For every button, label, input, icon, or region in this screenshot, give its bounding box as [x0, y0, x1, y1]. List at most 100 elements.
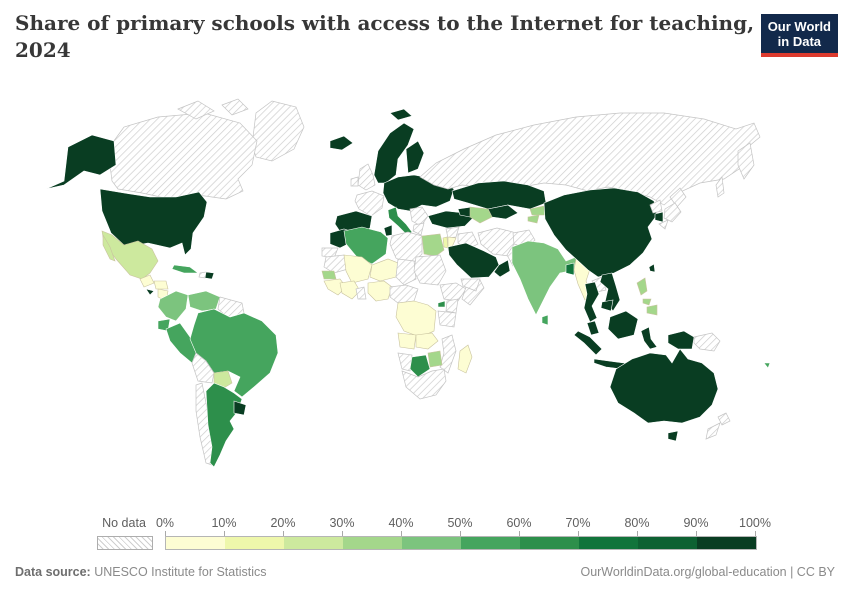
legend-color-segment[interactable] [225, 537, 284, 549]
country-nigeria[interactable] [367, 280, 393, 302]
country-brazil[interactable] [189, 308, 279, 398]
country-sulawesi[interactable] [640, 326, 658, 350]
country-cambodia[interactable] [600, 299, 614, 312]
country-taiwan[interactable] [648, 263, 656, 273]
legend-color-bar[interactable] [165, 536, 757, 550]
country-norway-sweden[interactable] [373, 122, 415, 184]
country-australia[interactable] [609, 348, 719, 424]
country-dr-congo[interactable] [395, 300, 437, 338]
legend-color-segment[interactable] [284, 537, 343, 549]
country-egypt[interactable] [421, 233, 445, 257]
country-mexico-baja[interactable] [102, 233, 116, 262]
country-chad[interactable] [395, 258, 417, 286]
country-france[interactable] [354, 190, 385, 217]
country-russia-sakhalin[interactable] [715, 176, 725, 198]
legend-no-data-swatch[interactable] [97, 536, 153, 550]
country-philippines-visayas[interactable] [642, 298, 652, 306]
country-mozambique[interactable] [439, 334, 457, 374]
country-borneo[interactable] [607, 310, 639, 340]
country-colombia[interactable] [157, 290, 189, 322]
country-svalbard[interactable] [389, 108, 413, 121]
country-ireland[interactable] [350, 176, 359, 187]
country-sumatra[interactable] [573, 330, 603, 356]
footer-link-text[interactable]: OurWorldinData.org/global-education | CC… [580, 565, 835, 579]
country-greece[interactable] [412, 222, 425, 236]
legend-color-segment[interactable] [638, 537, 697, 549]
country-uganda[interactable] [437, 300, 446, 308]
legend-color-segment[interactable] [402, 537, 461, 549]
country-canada-arctic-island[interactable] [177, 100, 215, 120]
legend-color-segment[interactable] [166, 537, 225, 549]
country-tasmania[interactable] [667, 430, 679, 442]
country-tanzania[interactable] [437, 310, 457, 328]
country-ghana[interactable] [355, 286, 367, 300]
region-balkans[interactable] [409, 206, 429, 227]
country-kenya[interactable] [445, 298, 459, 314]
country-finland[interactable] [405, 140, 425, 174]
country-malaysia[interactable] [586, 320, 600, 336]
country-fiji[interactable] [763, 362, 771, 369]
country-dominican-republic[interactable] [204, 271, 215, 280]
country-ethiopia[interactable] [439, 282, 467, 302]
country-madagascar[interactable] [457, 344, 473, 374]
owid-logo[interactable]: Our World in Data [760, 14, 838, 57]
country-south-africa[interactable] [401, 368, 447, 400]
country-yemen[interactable] [460, 278, 481, 292]
country-angola[interactable] [397, 332, 417, 350]
country-philippines-luzon[interactable] [636, 277, 648, 296]
country-mauritania[interactable] [323, 254, 349, 274]
country-new-zealand-south[interactable] [705, 422, 721, 440]
country-kazakhstan[interactable] [451, 180, 547, 210]
legend-color-segment[interactable] [697, 537, 756, 549]
country-canada-arctic-island[interactable] [221, 98, 249, 116]
country-alaska[interactable] [45, 134, 117, 190]
country-tajikistan[interactable] [527, 214, 540, 224]
legend-color-segment[interactable] [579, 537, 638, 549]
country-south-korea[interactable] [654, 211, 664, 223]
country-israel[interactable] [442, 236, 449, 249]
country-japan-kyushu[interactable] [658, 219, 669, 230]
country-saudi-arabia[interactable] [447, 242, 500, 279]
country-sri-lanka[interactable] [541, 314, 549, 326]
country-mali[interactable] [343, 254, 373, 284]
country-china-mongolia[interactable] [543, 187, 658, 278]
legend-color-segment[interactable] [520, 537, 579, 549]
country-guatemala[interactable] [139, 274, 155, 288]
country-japan-honshu[interactable] [663, 202, 682, 223]
country-tunisia[interactable] [383, 224, 393, 237]
legend-color-segment[interactable] [461, 537, 520, 549]
country-cameroon-car[interactable] [389, 284, 419, 304]
country-thailand[interactable] [583, 281, 600, 323]
country-zambia[interactable] [415, 332, 439, 350]
country-united-kingdom[interactable] [357, 163, 376, 191]
country-senegal[interactable] [321, 270, 337, 280]
country-greenland[interactable] [251, 100, 305, 162]
country-philippines-mindanao[interactable] [646, 304, 658, 316]
country-bolivia[interactable] [191, 352, 215, 384]
country-honduras[interactable] [153, 280, 169, 290]
country-west-papua[interactable] [667, 330, 695, 350]
country-iceland[interactable] [329, 135, 354, 151]
country-italy[interactable] [387, 206, 413, 237]
country-zimbabwe[interactable] [427, 350, 443, 368]
country-algeria[interactable] [343, 226, 389, 265]
country-el-salvador[interactable] [145, 288, 155, 296]
country-botswana[interactable] [409, 354, 431, 378]
country-vietnam[interactable] [599, 272, 621, 312]
country-russia-kamchatka[interactable] [737, 142, 755, 180]
country-burkina-ivory-coast[interactable] [339, 280, 361, 300]
country-papua-new-guinea[interactable] [693, 332, 721, 352]
country-uruguay[interactable] [233, 400, 247, 416]
country-new-zealand-north[interactable] [717, 412, 731, 426]
country-cuba[interactable] [171, 264, 199, 274]
country-mexico[interactable] [101, 230, 159, 280]
legend-color-segment[interactable] [343, 537, 402, 549]
country-north-korea[interactable] [649, 199, 663, 214]
country-namibia[interactable] [397, 352, 413, 372]
country-sudan[interactable] [413, 254, 447, 286]
country-venezuela[interactable] [187, 290, 221, 312]
country-india[interactable] [511, 240, 581, 316]
country-turkmenistan[interactable] [469, 206, 493, 224]
country-argentina[interactable] [205, 382, 243, 468]
country-bangladesh[interactable] [565, 262, 575, 276]
